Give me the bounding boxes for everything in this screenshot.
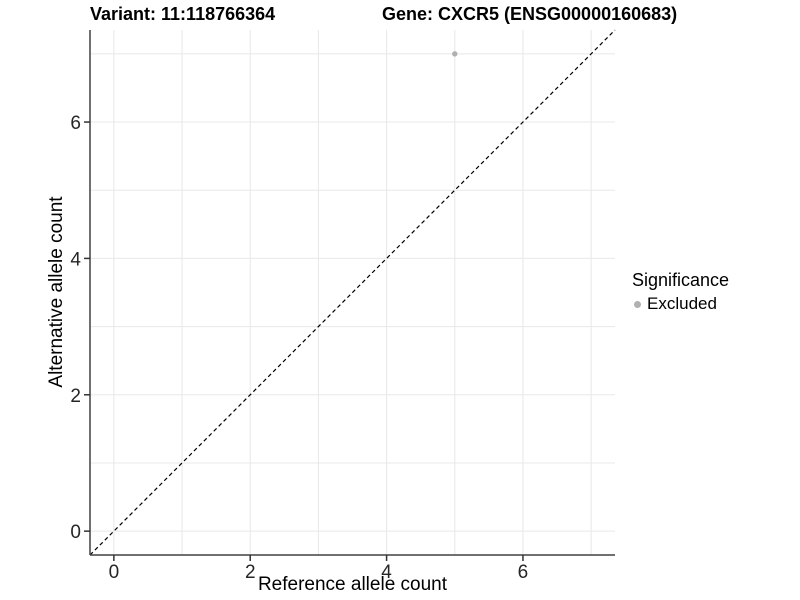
x-tick-label: 4 bbox=[381, 562, 392, 583]
identity-line bbox=[89, 29, 616, 556]
legend: Significance Excluded bbox=[632, 270, 729, 314]
legend-title: Significance bbox=[632, 270, 730, 290]
y-tick-label: 4 bbox=[70, 249, 81, 270]
y-axis-label: Alternative allele count bbox=[46, 196, 67, 388]
x-tick-label: 6 bbox=[518, 562, 529, 583]
y-tick-label: 6 bbox=[70, 113, 81, 134]
legend-point-icon bbox=[634, 300, 641, 308]
variant-title: Variant: 11:118766364 bbox=[90, 4, 276, 24]
legend-item-label: Excluded bbox=[647, 294, 717, 313]
legend-item-excluded: Excluded bbox=[632, 294, 729, 314]
x-tick-label: 0 bbox=[109, 562, 120, 583]
data-point bbox=[452, 51, 458, 57]
x-axis-label: Reference allele count bbox=[257, 574, 448, 595]
y-tick-label: 2 bbox=[70, 386, 81, 407]
gene-title: Gene: CXCR5 (ENSG00000160683) bbox=[382, 4, 678, 24]
y-tick-label: 0 bbox=[70, 522, 81, 543]
x-tick-label: 2 bbox=[245, 562, 256, 583]
